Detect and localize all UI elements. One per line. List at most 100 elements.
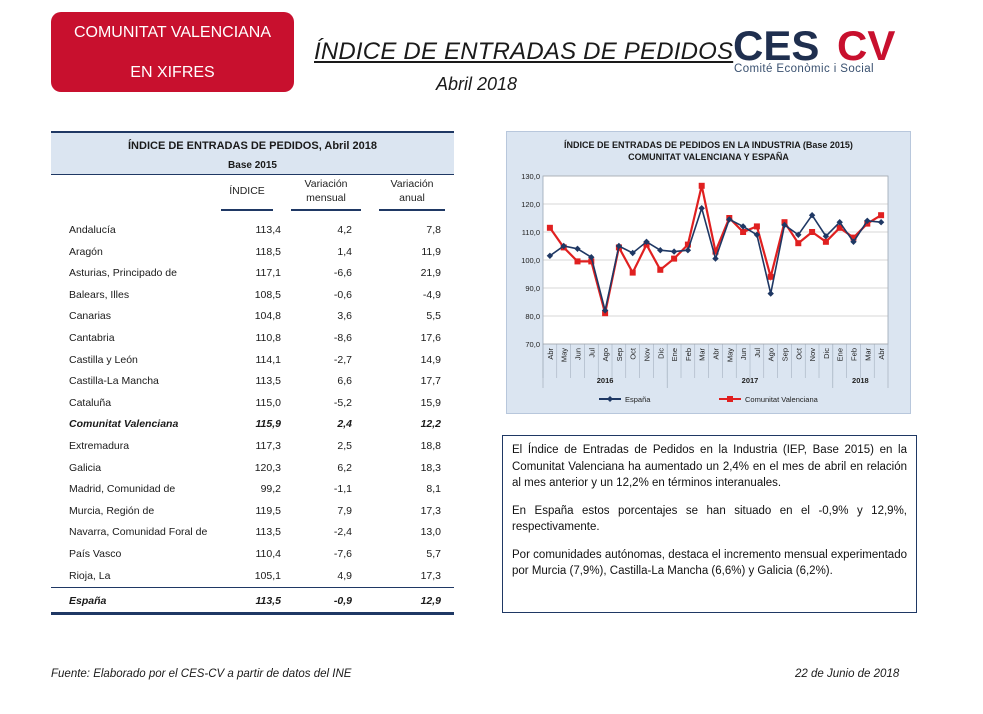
page-title: ÍNDICE DE ENTRADAS DE PEDIDOS [314, 38, 734, 65]
table-row: Castilla y León 114,1 -2,7 14,9 [69, 352, 449, 370]
x-tick-label: Dic [822, 348, 831, 359]
data-point-cv [822, 238, 829, 245]
cell-name: Galicia [69, 461, 102, 474]
cell-name: Balears, Illes [69, 288, 130, 301]
cell-v1: 114,1 [255, 353, 282, 366]
badge-line-1: COMUNITAT VALENCIANA [73, 24, 272, 41]
cell-v3: 12,9 [420, 595, 441, 607]
data-point-espana [684, 247, 692, 254]
x-tick-label: Feb [850, 348, 859, 361]
y-tick-label: 90,0 [525, 284, 540, 293]
publication-date: 22 de Junio de 2018 [795, 668, 900, 680]
x-tick-label: May [560, 348, 569, 362]
table-header: ÍNDICE DE ENTRADAS DE PEDIDOS, Abril 201… [51, 131, 454, 174]
data-point-cv [671, 255, 678, 262]
table-row: Asturias, Principado de 117,1 -6,6 21,9 [69, 265, 449, 283]
table-row: Navarra, Comunidad Foral de 113,5 -2,4 13,0 [69, 524, 449, 542]
y-tick-label: 120,0 [521, 200, 540, 209]
x-tick-label: Abr [546, 347, 555, 359]
data-point-espana [822, 233, 830, 240]
x-tick-label: Feb [684, 348, 693, 361]
cell-v3: 18,3 [420, 461, 441, 474]
table-row: España 113,5 -0,9 12,9 [69, 593, 449, 611]
x-tick-label: Mar [698, 348, 707, 361]
logo-text-cv: CV [837, 22, 895, 69]
y-tick-label: 110,0 [522, 228, 540, 237]
data-point-espana [850, 238, 857, 245]
cell-v3: 7,8 [426, 224, 441, 236]
data-point-cv [767, 273, 774, 280]
table-subtitle: Base 2015 [228, 160, 277, 171]
x-tick-label: Dic [656, 348, 665, 359]
cell-v1: 117,1 [255, 267, 282, 280]
x-tick-label: Ago [767, 348, 776, 361]
table-row: Canarias 104,8 3,6 5,5 [69, 308, 449, 326]
cell-v3: 12,2 [420, 418, 441, 431]
cell-v2: -7,6 [333, 548, 352, 560]
cell-v3: 17,6 [420, 332, 441, 344]
x-tick-label: Sep [615, 348, 624, 361]
cell-name: Canarias [69, 310, 112, 323]
y-tick-label: 70,0 [525, 340, 540, 349]
cell-v2: 1,4 [337, 245, 352, 258]
summary-textbox: El Índice de Entradas de Pedidos en la I… [502, 435, 917, 613]
cell-name: Navarra, Comunidad Foral de [69, 526, 208, 539]
table-row: Madrid, Comunidad de 99,2 -1,1 8,1 [69, 481, 449, 499]
cell-v3: 17,3 [420, 504, 441, 517]
table-row: Cataluña 115,0 -5,2 15,9 [69, 395, 449, 413]
y-tick-label: 130,0 [521, 172, 540, 181]
chart-panel: ÍNDICE DE ENTRADAS DE PEDIDOS EN LA INDU… [506, 131, 911, 414]
cell-v2: 4,2 [337, 224, 352, 236]
x-tick-label: Abr [712, 347, 721, 359]
table-row: Galicia 120,3 6,2 18,3 [69, 460, 449, 478]
cell-v2: -2,4 [333, 526, 352, 539]
chart-title-line-1: ÍNDICE DE ENTRADAS DE PEDIDOS EN LA INDU… [564, 140, 853, 150]
cell-v2: -6,6 [333, 267, 352, 280]
cell-v1: 105,1 [254, 569, 281, 582]
table-row: País Vasco 110,4 -7,6 5,7 [69, 546, 449, 564]
data-point-cv [574, 258, 581, 265]
data-point-cv [809, 229, 816, 235]
x-tick-label: May [725, 348, 734, 362]
data-point-cv [684, 241, 691, 248]
cell-name: Cataluña [69, 396, 112, 409]
x-tick-label: Ene [670, 348, 679, 361]
cell-v3: 14,9 [420, 353, 441, 366]
data-point-cv [740, 229, 747, 235]
cell-v3: 11,9 [421, 245, 441, 258]
cell-name: Aragón [69, 245, 103, 258]
cell-v2: -0,9 [333, 595, 352, 607]
cell-v3: 5,7 [426, 548, 441, 560]
source-note: Fuente: Elaborado por el CES-CV a partir… [51, 668, 352, 680]
table-row: Rioja, La 105,1 4,9 17,3 [69, 568, 449, 586]
x-tick-label: Abr [877, 347, 886, 359]
y-tick-label: 100,0 [521, 256, 540, 265]
cell-v3: 15,9 [420, 396, 441, 409]
data-point-cv [546, 224, 553, 231]
x-tick-label: Sep [781, 348, 790, 361]
data-point-cv [712, 248, 719, 255]
x-tick-label: Jul [587, 348, 596, 358]
cell-v1: 104,8 [254, 310, 281, 323]
legend-marker [607, 396, 613, 402]
table-row: Balears, Illes 108,5 -0,6 -4,9 [69, 287, 449, 305]
data-table: ÍNDICE DE ENTRADAS DE PEDIDOS, Abril 201… [51, 131, 454, 619]
cell-v1: 113,4 [255, 224, 282, 236]
summary-paragraph-3: Por comunidades autónomas, destaca el in… [512, 548, 907, 578]
table-row: Castilla-La Mancha 113,5 6,6 17,7 [69, 373, 449, 391]
cell-v3: 18,8 [420, 440, 441, 452]
region-badge: COMUNITAT VALENCIANA EN XIFRES [51, 12, 294, 92]
data-point-cv [795, 240, 802, 247]
page-subtitle: Abril 2018 [436, 74, 518, 94]
data-point-cv [850, 234, 857, 241]
x-tick-label: Jul [753, 348, 762, 358]
logo-tagline: Comité Econòmic i Social [734, 63, 874, 75]
data-point-espana [753, 231, 761, 238]
cell-name: Castilla-La Mancha [69, 375, 159, 388]
cell-v2: -0,6 [333, 288, 352, 301]
cell-v2: -8,6 [333, 332, 352, 344]
cell-name: Castilla y León [69, 353, 138, 366]
cell-v3: 5,5 [426, 310, 441, 323]
table-row: Andalucía 113,4 4,2 7,8 [69, 222, 449, 240]
cell-name: Andalucía [69, 224, 116, 236]
